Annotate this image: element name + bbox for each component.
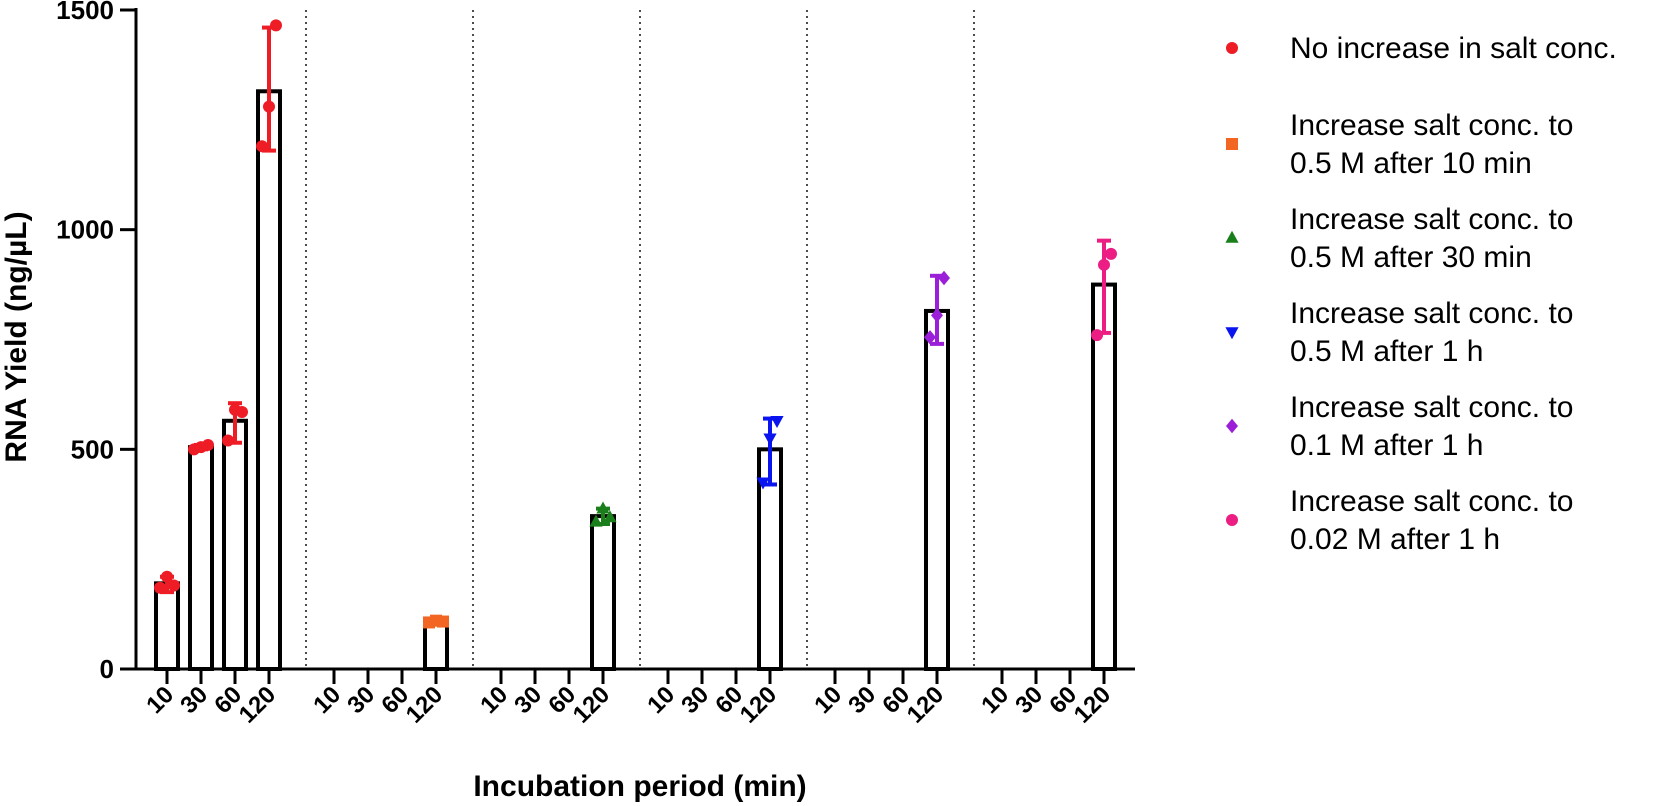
y-ticks-layer: 0 500 1000 1500 [56,0,136,684]
bar [423,619,449,671]
legend-item: Increase salt conc. to 0.5 M after 10 min [1226,109,1573,180]
x-tick-label: 120 [234,681,281,728]
data-point [938,270,950,286]
y-axis-title: RNA Yield (ng/µL) [0,211,33,462]
x-tick-label: 10 [475,681,513,719]
x-tick-label: 10 [809,681,847,719]
data-point [1105,247,1117,260]
data-points-layer [154,19,1117,629]
data-point [161,570,173,583]
data-point [603,510,617,523]
legend-label: No increase in salt conc. [1290,32,1617,65]
legend-marker [1226,514,1238,526]
x-tick-label: 120 [568,681,615,728]
data-point [236,405,248,418]
y-tick-label: 1500 [56,0,114,25]
bar [924,308,950,671]
bar [222,418,248,671]
bar [188,445,214,671]
x-tick-label: 10 [141,681,179,719]
data-point [270,19,282,32]
legend-label: 0.5 M after 30 min [1290,241,1532,274]
legend-item: Increase salt conc. to 0.1 M after 1 h [1226,391,1573,462]
legend-marker [1226,42,1238,54]
data-point [589,514,603,527]
x-tick-label: 120 [1069,681,1116,728]
data-point [1098,258,1110,271]
legend-marker [1226,418,1238,434]
legend-label: 0.5 M after 10 min [1290,147,1532,180]
legend-label: Increase salt conc. to [1290,391,1573,424]
data-point [596,501,610,514]
x-tick-label: 30 [342,681,380,719]
legend-item: No increase in salt conc. [1226,32,1617,65]
legend: No increase in salt conc. Increase salt c… [1225,32,1617,556]
data-point [263,100,275,113]
legend-marker [1226,138,1238,150]
data-point [222,434,234,447]
legend-label: Increase salt conc. to [1290,109,1573,142]
x-tick-label: 30 [175,681,213,719]
x-tick-label: 30 [676,681,714,719]
data-point [154,581,166,594]
legend-label: Increase salt conc. to [1290,485,1573,518]
legend-item: Increase salt conc. to 0.02 M after 1 h [1226,485,1573,556]
y-tick-label: 0 [100,654,114,684]
legend-item: Increase salt conc. to 0.5 M after 1 h [1225,297,1573,368]
legend-marker [1225,230,1239,243]
data-point [437,615,449,628]
data-point [924,330,936,345]
data-point [256,140,268,153]
data-point [763,433,777,446]
x-tick-label: 120 [401,681,448,728]
axes-layer [134,8,1135,671]
data-point [202,438,214,451]
x-tick-label: 10 [976,681,1014,719]
legend-marker [1225,327,1239,340]
data-point [931,308,943,323]
data-point [770,415,784,428]
x-tick-label: 10 [308,681,346,719]
y-tick-label: 1000 [56,215,114,245]
bars-layer [154,89,1117,672]
legend-label: 0.02 M after 1 h [1290,523,1500,556]
x-tick-label: 30 [843,681,881,719]
x-tick-label: 120 [735,681,782,728]
error-bars-layer [160,25,1111,626]
legend-label: Increase salt conc. to [1290,203,1573,236]
data-point [756,477,770,490]
data-point [1091,329,1103,342]
separator-layer [305,10,975,669]
legend-label: 0.1 M after 1 h [1290,429,1483,462]
legend-item: Increase salt conc. to 0.5 M after 30 min [1225,203,1573,274]
x-tick-label: 10 [642,681,680,719]
data-point [168,579,180,592]
legend-label: Increase salt conc. to [1290,297,1573,330]
x-axis-title: Incubation period (min) [473,770,806,803]
bar [154,581,180,672]
bar [256,89,282,671]
y-tick-label: 500 [71,434,114,464]
x-tick-label: 30 [509,681,547,719]
bar [590,514,616,671]
bar [1091,282,1117,671]
legend-label: 0.5 M after 1 h [1290,335,1483,368]
x-tick-label: 120 [902,681,949,728]
x-tick-label: 30 [1010,681,1048,719]
